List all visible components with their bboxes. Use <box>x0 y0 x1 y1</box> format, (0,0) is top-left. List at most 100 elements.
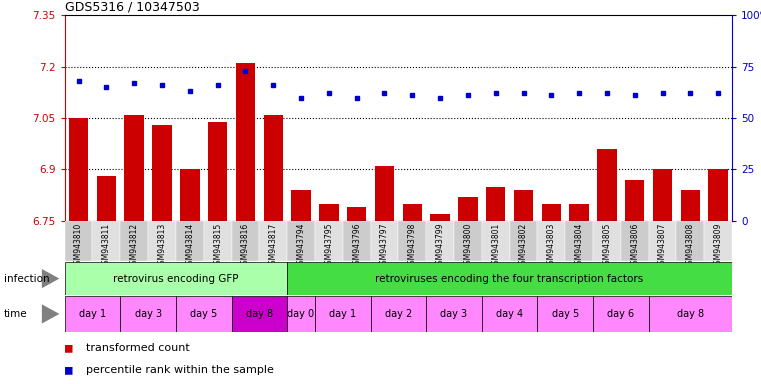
Bar <box>65 262 287 295</box>
Bar <box>510 221 537 261</box>
Text: GSM943814: GSM943814 <box>186 223 194 269</box>
Text: day 1: day 1 <box>330 309 356 319</box>
Text: GSM943796: GSM943796 <box>352 223 361 269</box>
Bar <box>287 262 732 295</box>
Bar <box>431 214 450 221</box>
Text: day 0: day 0 <box>288 309 314 319</box>
Text: GSM943798: GSM943798 <box>408 223 417 269</box>
Bar <box>315 296 371 332</box>
Text: retrovirus encoding GFP: retrovirus encoding GFP <box>113 273 239 284</box>
Text: GSM943809: GSM943809 <box>714 223 723 269</box>
Bar <box>287 221 315 261</box>
Text: GSM943817: GSM943817 <box>269 223 278 269</box>
Bar <box>291 190 310 221</box>
Text: retroviruses encoding the four transcription factors: retroviruses encoding the four transcrip… <box>375 273 644 284</box>
Text: GSM943813: GSM943813 <box>158 223 167 269</box>
Bar <box>621 221 648 261</box>
Text: GSM943812: GSM943812 <box>129 223 139 269</box>
Bar <box>537 221 565 261</box>
Text: transformed count: transformed count <box>86 343 189 353</box>
Bar <box>426 296 482 332</box>
Text: GSM943801: GSM943801 <box>491 223 500 269</box>
Bar <box>537 296 593 332</box>
Text: GSM943806: GSM943806 <box>630 223 639 269</box>
Text: GSM943807: GSM943807 <box>658 223 667 269</box>
Text: ■: ■ <box>65 364 72 377</box>
Bar <box>482 296 537 332</box>
Text: GSM943799: GSM943799 <box>435 223 444 269</box>
Bar <box>347 207 366 221</box>
Bar <box>319 204 339 221</box>
Text: day 3: day 3 <box>135 309 161 319</box>
Bar <box>287 296 315 332</box>
Bar <box>125 115 144 221</box>
Bar <box>677 221 704 261</box>
Bar <box>152 125 172 221</box>
Bar <box>593 296 648 332</box>
Bar <box>231 296 287 332</box>
Text: GSM943802: GSM943802 <box>519 223 528 269</box>
Bar <box>65 221 93 261</box>
Bar <box>565 221 593 261</box>
Bar <box>708 169 728 221</box>
Text: day 6: day 6 <box>607 309 635 319</box>
Text: percentile rank within the sample: percentile rank within the sample <box>86 365 274 375</box>
Bar <box>342 221 371 261</box>
Bar <box>593 221 621 261</box>
Bar <box>97 176 116 221</box>
Bar <box>260 221 287 261</box>
Bar <box>482 221 510 261</box>
Bar <box>458 197 478 221</box>
Bar <box>315 221 342 261</box>
Bar <box>204 221 231 261</box>
Text: GSM943816: GSM943816 <box>241 223 250 269</box>
Bar <box>120 296 176 332</box>
Text: GSM943808: GSM943808 <box>686 223 695 269</box>
Bar <box>426 221 454 261</box>
Text: GSM943810: GSM943810 <box>74 223 83 269</box>
Bar <box>176 221 204 261</box>
Bar <box>176 296 231 332</box>
Bar <box>263 115 283 221</box>
Bar <box>454 221 482 261</box>
Bar <box>704 221 732 261</box>
Bar <box>653 169 672 221</box>
Bar <box>120 221 148 261</box>
Text: day 8: day 8 <box>246 309 273 319</box>
Text: ■: ■ <box>65 341 72 354</box>
Text: GSM943800: GSM943800 <box>463 223 473 269</box>
Text: day 5: day 5 <box>190 309 218 319</box>
Bar <box>93 221 120 261</box>
Text: day 2: day 2 <box>385 309 412 319</box>
Text: day 8: day 8 <box>677 309 704 319</box>
Bar <box>648 296 732 332</box>
Bar <box>680 190 700 221</box>
Text: GSM943794: GSM943794 <box>297 223 306 269</box>
Bar <box>208 121 228 221</box>
Bar <box>403 204 422 221</box>
Text: GSM943803: GSM943803 <box>547 223 556 269</box>
Text: GSM943815: GSM943815 <box>213 223 222 269</box>
Bar <box>371 296 426 332</box>
Text: time: time <box>4 309 27 319</box>
Text: GSM943811: GSM943811 <box>102 223 111 269</box>
Bar <box>569 204 589 221</box>
Text: day 1: day 1 <box>79 309 106 319</box>
Bar <box>148 221 176 261</box>
Text: GSM943804: GSM943804 <box>575 223 584 269</box>
Text: GSM943797: GSM943797 <box>380 223 389 269</box>
Bar <box>486 187 505 221</box>
Bar <box>399 221 426 261</box>
Bar <box>65 296 120 332</box>
Bar <box>648 221 677 261</box>
Text: GSM943805: GSM943805 <box>603 223 611 269</box>
Bar <box>542 204 561 221</box>
Bar <box>231 221 260 261</box>
Text: GDS5316 / 10347503: GDS5316 / 10347503 <box>65 0 199 13</box>
Text: day 4: day 4 <box>496 309 523 319</box>
Bar <box>597 149 616 221</box>
Bar <box>236 63 255 221</box>
Text: infection: infection <box>4 273 49 284</box>
Bar <box>514 190 533 221</box>
Text: day 5: day 5 <box>552 309 579 319</box>
